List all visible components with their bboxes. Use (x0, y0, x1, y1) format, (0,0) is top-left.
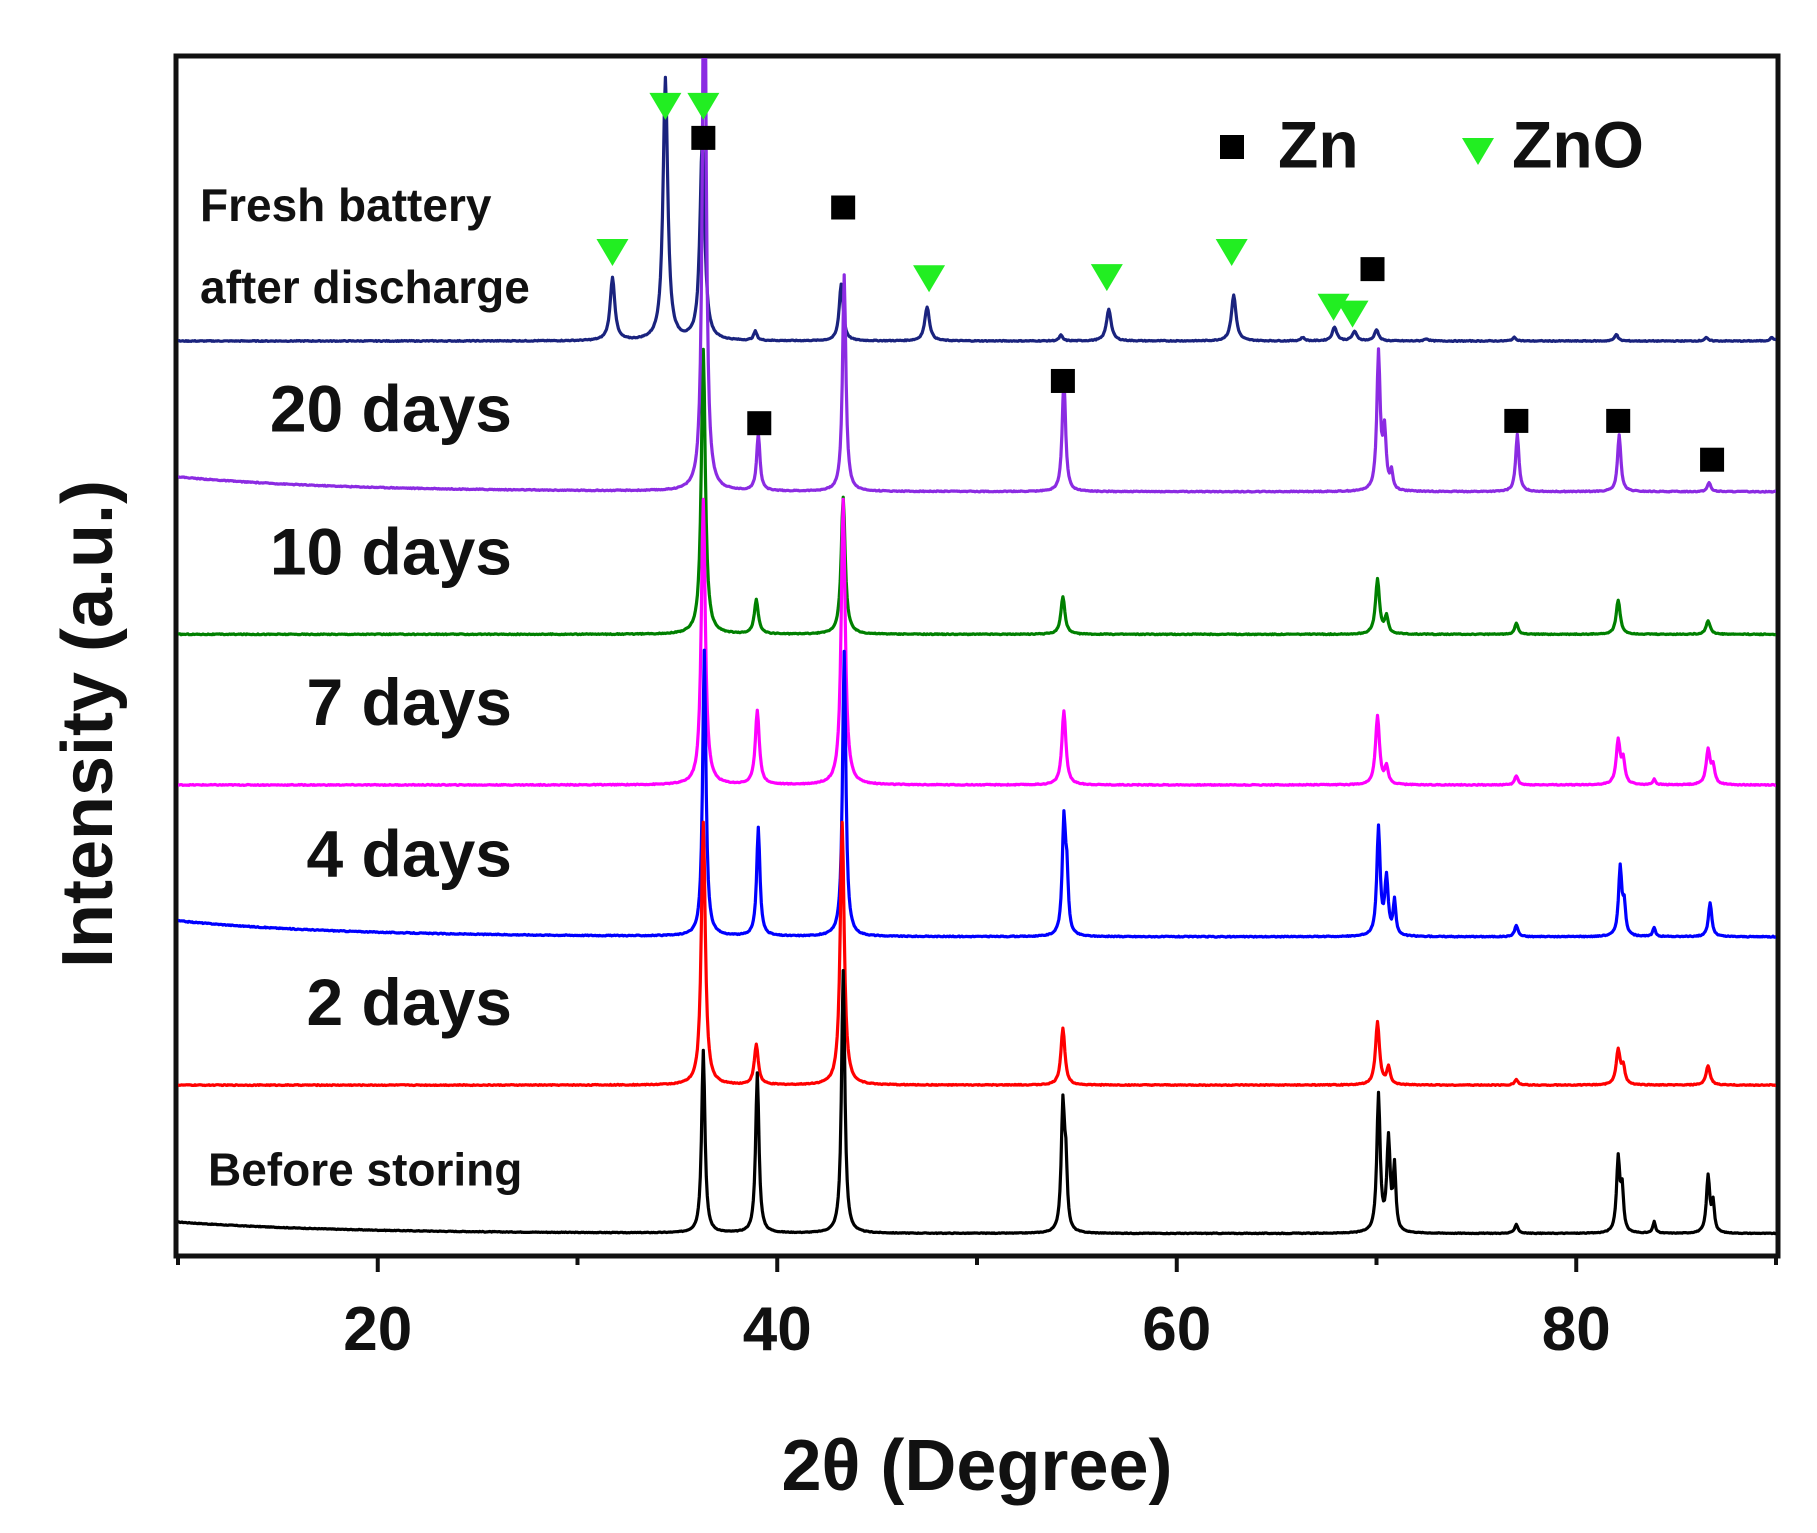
zno-peak-marker (1317, 293, 1350, 321)
zno-peak-marker (1336, 300, 1369, 328)
zn-peak-marker (1700, 447, 1725, 472)
series-label-fresh-battery-after-discharge-line1: Fresh battery (200, 179, 492, 231)
zn-peak-marker (1050, 368, 1075, 393)
series-label-10-days: 10 days (270, 514, 512, 588)
series-label-20-days: 20 days (270, 372, 512, 446)
x-tick-label: 60 (1142, 1295, 1211, 1364)
zn-peak-marker (691, 125, 716, 150)
series-line-before-storing (178, 969, 1776, 1236)
zn-peak-marker (831, 195, 856, 220)
legend-zn-label: Zn (1278, 107, 1359, 181)
zn-peak-marker (1606, 408, 1631, 433)
series-label-layer: Before storing 2 days 4 days 7 days 10 days 2… (200, 179, 530, 1195)
zno-peak-marker (687, 92, 720, 120)
x-tick-label: 40 (743, 1295, 812, 1364)
series-label-4-days: 4 days (307, 817, 512, 891)
zno-peak-marker (1215, 239, 1248, 267)
legend-zn-symbol (1220, 135, 1244, 159)
y-axis-title: Intensity (a.u.) (48, 480, 128, 968)
legend-zno-label: ZnO (1512, 107, 1644, 181)
legend-zno-symbol (1462, 138, 1494, 165)
x-tick-label: 20 (343, 1295, 412, 1364)
zno-peak-marker (1090, 264, 1123, 292)
x-axis: 20 40 60 80 (176, 1254, 1778, 1364)
x-tick-label: 80 (1542, 1295, 1611, 1364)
series-label-fresh-battery-after-discharge-line2: after discharge (200, 261, 530, 313)
series-layer (178, 58, 1776, 1236)
series-line-2-days (178, 820, 1776, 1088)
series-label-7-days: 7 days (307, 665, 512, 739)
series-line-4-days (178, 648, 1776, 939)
legend: Zn ZnO (1220, 107, 1644, 181)
zno-peak-marker (913, 265, 946, 293)
series-label-before-storing: Before storing (208, 1143, 522, 1195)
series-line-7-days (178, 497, 1776, 787)
x-axis-title: 2θ (Degree) (781, 1426, 1172, 1506)
zno-peak-marker (649, 92, 682, 120)
plot-frame (173, 53, 1781, 1259)
series-line-10-days (178, 347, 1776, 637)
zn-peak-marker (747, 411, 772, 436)
series-line-20-days (178, 58, 1776, 494)
marker-layer (596, 92, 1725, 472)
zn-peak-marker (1504, 408, 1529, 433)
series-label-2-days: 2 days (307, 965, 512, 1039)
series-line-fresh-battery-after-discharge (178, 75, 1776, 343)
zn-peak-marker (1360, 257, 1385, 282)
zno-peak-marker (596, 239, 629, 267)
